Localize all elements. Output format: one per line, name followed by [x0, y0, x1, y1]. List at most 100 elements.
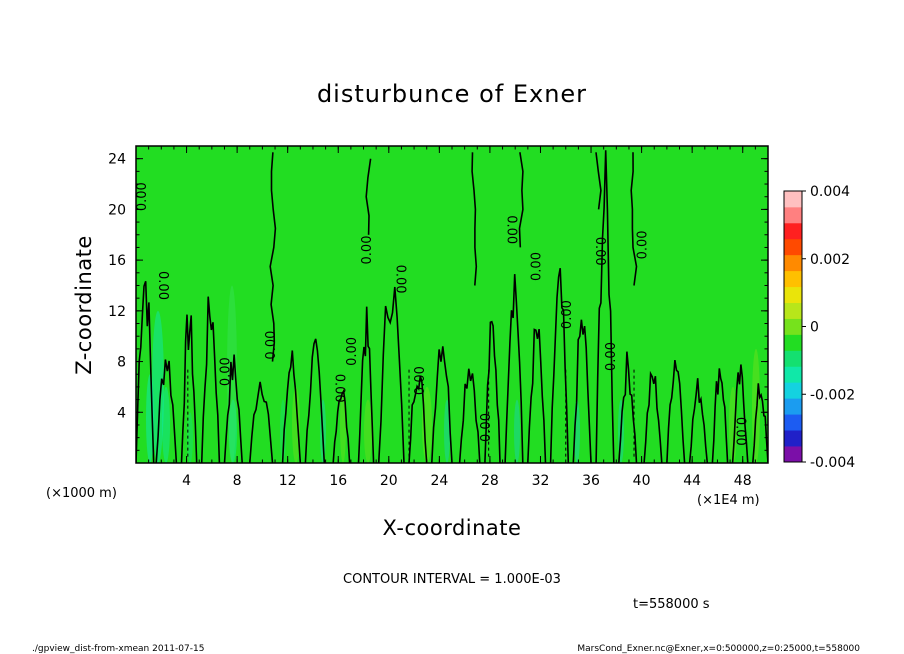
contour-line	[471, 152, 478, 286]
contour-line	[549, 268, 570, 463]
contour-line	[281, 350, 302, 463]
field-anomaly	[444, 399, 450, 463]
field-anomaly	[514, 399, 520, 463]
contour-label: 0.00	[264, 331, 279, 360]
field-anomaly	[187, 412, 193, 463]
colorbar-swatch	[784, 414, 802, 431]
x-tick-label: 20	[380, 473, 398, 489]
colorbar-swatch	[784, 191, 802, 208]
contour-line	[136, 281, 155, 463]
colorbar-swatch	[784, 318, 802, 335]
contour-lines	[136, 150, 768, 463]
contour-line	[572, 319, 592, 463]
contour-line	[666, 359, 686, 463]
contour-labels: 0.00 0.00 0.00 0.00 0.00 0.00 0.00 0.00 0.00 0.00…	[135, 182, 747, 446]
x-tick-label: 16	[329, 473, 347, 489]
contour-line	[269, 152, 277, 362]
contour-label: 0.00	[530, 252, 545, 281]
field-anomaly	[162, 386, 170, 463]
colorbar-swatch	[784, 238, 802, 256]
contour-line	[249, 381, 274, 463]
contour-interval: CONTOUR INTERVAL = 1.000E-03	[343, 572, 561, 587]
x-tick-label: 44	[683, 473, 701, 489]
contour-label: 0.00	[360, 236, 375, 265]
x-tick-label: 8	[233, 473, 242, 489]
contour-line	[484, 320, 501, 463]
chart-title: disturbunce of Exner	[317, 80, 587, 108]
footer-right: MarsCond_Exner.nc@Exner,x=0:500000,z=0:2…	[577, 644, 860, 654]
y-tick-label: 4	[117, 405, 126, 421]
contour-line	[595, 150, 615, 463]
y-tick-label: 20	[108, 202, 126, 218]
field-anomaly	[280, 399, 286, 463]
x-tick-label: 40	[633, 473, 651, 489]
heatmap-field	[136, 146, 768, 463]
colorbar-swatch	[784, 350, 802, 367]
x-multiplier-label: (×1E4 m)	[697, 493, 760, 508]
contour-label: 0.00	[560, 300, 575, 329]
contour-line	[408, 375, 428, 463]
field-anomaly	[752, 348, 760, 463]
contour-line	[731, 364, 749, 463]
x-axis: 4 8 12 16 20 24 28 32 36 40 44 48	[148, 146, 756, 489]
x-tick-label: 12	[279, 473, 297, 489]
x-tick-label: 32	[532, 473, 550, 489]
colorbar-swatch	[784, 302, 802, 319]
contour-label: 0.00	[479, 413, 494, 442]
contour-line	[332, 388, 351, 463]
contour-label: 0.00	[504, 215, 519, 244]
y-axis-title: Z-coordinate	[72, 235, 96, 375]
colorbar-swatch	[784, 254, 802, 272]
colorbar-tick-label: -0.004	[810, 455, 855, 471]
colorbar-swatch	[784, 222, 802, 240]
contour-line	[200, 296, 221, 463]
field-anomaly	[340, 386, 346, 463]
contour-line	[458, 368, 481, 463]
contour-line	[752, 383, 768, 463]
colorbar-swatch	[784, 446, 802, 463]
colorbar-swatch	[784, 398, 802, 415]
contour-line	[518, 152, 524, 248]
x-tick-label: 48	[734, 473, 752, 489]
field-background	[136, 146, 768, 463]
contour-label: 0.00	[219, 357, 234, 386]
colorbar-swatch	[784, 286, 802, 303]
time-label: t=558000 s	[633, 597, 710, 612]
colorbar-tick-label: -0.002	[810, 387, 855, 403]
colorbar: 0.004 0.002 0 -0.002 -0.004	[783, 184, 855, 471]
colorbar-swatch	[784, 206, 802, 224]
contour-line	[155, 359, 178, 463]
colorbar-swatch	[784, 270, 802, 288]
x-units-label: (×1000 m)	[46, 486, 117, 501]
y-tick-label: 16	[108, 253, 126, 269]
field-anomaly	[152, 310, 164, 463]
x-tick-label: 36	[582, 473, 600, 489]
colorbar-swatch	[784, 430, 802, 447]
contour-label: 0.00	[392, 265, 407, 294]
contour-line	[618, 351, 638, 463]
contour-label: 0.00	[604, 342, 619, 371]
field-anomaly	[364, 399, 372, 463]
field-anomaly	[422, 386, 432, 463]
field-anomaly	[729, 386, 737, 463]
colorbar-swatch	[784, 366, 802, 383]
contour-line	[643, 370, 663, 463]
y-tick-label: 12	[108, 304, 126, 320]
colorbar-swatch	[784, 382, 802, 399]
colorbar-tick-label: 0	[810, 320, 819, 336]
contour-line	[504, 274, 524, 463]
footer-left: ./gpview_dist-from-xmean 2011-07-15	[32, 644, 204, 654]
y-axis: 4 8 12 16 20 24	[108, 152, 768, 451]
contour-line	[630, 152, 638, 286]
field-anomaly	[292, 386, 300, 463]
contour-label: 0.00	[332, 374, 347, 403]
y-tick-label: 24	[108, 152, 126, 168]
y-tick-label: 8	[117, 355, 126, 371]
contour-line	[595, 152, 602, 210]
contour-label: 0.00	[135, 182, 150, 211]
contour-line	[304, 338, 326, 463]
contour-label: 0.00	[636, 230, 651, 259]
field-anomaly	[229, 399, 237, 463]
contour-line	[365, 158, 372, 235]
